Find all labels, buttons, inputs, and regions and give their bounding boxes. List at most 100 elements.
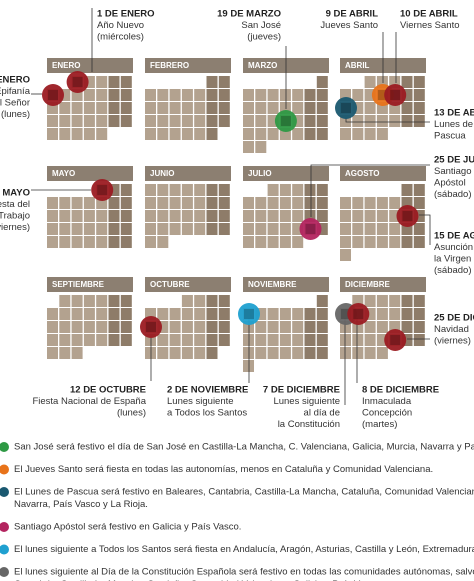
day-cell: [108, 236, 120, 248]
day-cell: [364, 308, 376, 320]
day-cell: [145, 334, 156, 346]
legend-dot: [0, 442, 9, 452]
day-cell: [71, 102, 83, 114]
holiday-marker-inner: [72, 77, 83, 87]
day-cell: [316, 308, 328, 320]
day-cell: [352, 223, 364, 235]
day-cell: [181, 197, 193, 209]
day-cell: [376, 128, 388, 140]
month-name: OCTUBRE: [150, 280, 190, 289]
month-name: AGOSTO: [345, 169, 380, 178]
day-cell: [206, 295, 218, 307]
day-cell: [120, 295, 132, 307]
day-cell: [292, 321, 304, 333]
day-cell: [401, 223, 413, 235]
day-cell: [83, 210, 95, 222]
day-cell: [352, 321, 364, 333]
annotation-text: al día de: [304, 408, 340, 419]
day-cell: [243, 102, 254, 114]
day-cell: [389, 295, 401, 307]
day-cell: [364, 295, 376, 307]
day-cell: [279, 321, 291, 333]
day-cell: [364, 236, 376, 248]
legend-text: El Jueves Santo será fiesta en todas las…: [14, 464, 433, 475]
legend-dot: [0, 522, 9, 532]
annotation-text: Lunes siguiente: [273, 396, 340, 407]
month-header: [243, 166, 329, 181]
day-cell: [413, 295, 425, 307]
day-cell: [145, 347, 156, 359]
day-cell: [194, 223, 206, 235]
day-cell: [108, 223, 120, 235]
day-cell: [169, 223, 181, 235]
day-cell: [316, 347, 328, 359]
day-cell: [316, 89, 328, 101]
annotation-title: 9 DE ABRIL: [326, 9, 379, 20]
day-cell: [194, 347, 206, 359]
month-name: FEBRERO: [150, 61, 189, 70]
day-cell: [279, 184, 291, 196]
day-cell: [71, 308, 83, 320]
day-cell: [145, 223, 156, 235]
day-cell: [59, 321, 71, 333]
day-cell: [206, 115, 218, 127]
day-cell: [243, 334, 254, 346]
day-cell: [364, 115, 376, 127]
day-cell: [364, 321, 376, 333]
day-cell: [206, 347, 218, 359]
holiday-marker: [335, 97, 357, 119]
day-cell: [194, 115, 206, 127]
day-cell: [389, 76, 401, 88]
annotation-text: Apóstol: [434, 178, 466, 189]
annotation-title: 15 DE AGO: [434, 231, 474, 242]
day-cell: [96, 223, 108, 235]
annotation-title: 8 DE DICIEMBRE: [362, 385, 439, 396]
day-cell: [83, 321, 95, 333]
day-cell: [47, 334, 58, 346]
day-cell: [169, 347, 181, 359]
day-cell: [206, 102, 218, 114]
holiday-marker-inner: [305, 224, 316, 234]
day-cell: [47, 347, 58, 359]
day-cell: [157, 347, 169, 359]
day-cell: [157, 308, 169, 320]
day-cell: [206, 128, 218, 140]
holiday-marker: [274, 110, 297, 132]
day-cell: [194, 197, 206, 209]
annotation-text: (miércoles): [97, 32, 144, 43]
day-cell: [47, 210, 58, 222]
month-header: [145, 277, 231, 292]
annotation-text: Fiesta Nacional de España: [32, 396, 146, 407]
day-cell: [145, 210, 156, 222]
day-cell: [181, 89, 193, 101]
day-cell: [47, 102, 58, 114]
annotation-text: Concepción: [362, 408, 412, 419]
day-cell: [267, 115, 279, 127]
day-cell: [352, 347, 364, 359]
annotation-title: 25 DE DICIEMB: [434, 313, 474, 324]
day-cell: [157, 334, 169, 346]
day-cell: [206, 308, 218, 320]
day-cell: [83, 334, 95, 346]
day-cell: [413, 236, 425, 248]
day-cell: [413, 308, 425, 320]
day-cell: [145, 89, 156, 101]
day-cell: [389, 236, 401, 248]
day-cell: [401, 236, 413, 248]
day-cell: [243, 115, 254, 127]
holiday-marker-inner: [341, 103, 351, 113]
day-cell: [352, 115, 364, 127]
legend-text: El lunes siguiente al Día de la Constitu…: [14, 567, 474, 578]
day-cell: [169, 115, 181, 127]
day-cell: [96, 321, 108, 333]
day-cell: [59, 102, 71, 114]
day-cell: [120, 76, 132, 88]
day-cell: [413, 210, 425, 222]
day-cell: [340, 128, 351, 140]
day-cell: [401, 76, 413, 88]
day-cell: [401, 334, 413, 346]
day-cell: [413, 89, 425, 101]
day-cell: [316, 321, 328, 333]
day-cell: [340, 321, 351, 333]
day-cell: [267, 223, 279, 235]
